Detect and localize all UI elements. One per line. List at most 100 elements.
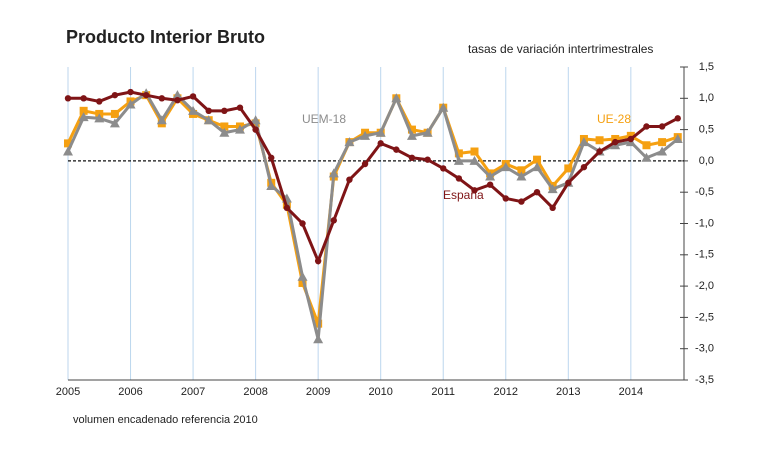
marker [393, 146, 400, 153]
series-line [66, 93, 679, 325]
series-line [66, 91, 679, 340]
marker [408, 154, 416, 161]
marker [314, 257, 322, 265]
marker [454, 149, 463, 158]
marker [94, 113, 105, 123]
marker [298, 278, 307, 287]
chart-note: volumen encadenado referencia 2010 [73, 414, 258, 426]
y-tick-label: 0,0 [699, 155, 714, 167]
marker [205, 107, 212, 115]
marker [672, 133, 683, 143]
marker [486, 181, 494, 188]
marker [549, 204, 556, 212]
marker [407, 125, 416, 134]
marker [360, 130, 371, 140]
marker [283, 204, 291, 212]
marker [391, 93, 402, 103]
marker [125, 99, 136, 109]
marker [533, 155, 542, 164]
marker [627, 135, 635, 143]
marker [78, 112, 89, 122]
y-tick-label: -1,0 [695, 217, 714, 229]
marker [595, 136, 604, 145]
marker [643, 123, 650, 130]
marker [297, 271, 308, 281]
y-tick-label: -2,0 [695, 280, 714, 292]
x-tick-label: 2005 [56, 386, 80, 398]
y-tick-label: -2,5 [695, 311, 714, 323]
x-tick-label: 2013 [556, 386, 580, 398]
marker [80, 95, 87, 102]
marker [565, 179, 572, 187]
y-tick-label: 0,5 [699, 124, 714, 136]
marker [578, 137, 589, 147]
marker [64, 139, 72, 148]
marker [658, 123, 666, 130]
series-line [68, 90, 679, 266]
marker [453, 155, 464, 165]
x-tick-label: 2014 [619, 386, 643, 398]
x-tick-label: 2007 [181, 386, 205, 398]
marker [252, 126, 259, 133]
marker [63, 146, 73, 156]
marker [596, 148, 603, 155]
marker [532, 162, 543, 172]
chart-subtitle: tasas de variación intertrimestrales [468, 42, 653, 56]
marker [219, 127, 230, 137]
marker [657, 146, 668, 156]
marker [188, 105, 199, 115]
marker [189, 93, 197, 100]
marker [642, 141, 651, 150]
marker [266, 180, 277, 190]
marker [674, 115, 681, 122]
marker [346, 176, 353, 183]
marker [268, 154, 275, 161]
marker [517, 166, 526, 175]
y-tick-label: 1,0 [699, 92, 714, 104]
series-label: UEM-18 [302, 112, 346, 126]
marker [236, 104, 244, 111]
marker [299, 220, 306, 227]
marker [438, 102, 449, 112]
series-label: UE-28 [597, 112, 631, 126]
y-tick-label: -3,5 [695, 374, 714, 386]
marker [533, 189, 541, 196]
y-tick-label: -3,0 [695, 343, 714, 355]
x-tick-label: 2008 [243, 386, 267, 398]
marker [64, 95, 72, 102]
marker [580, 163, 588, 171]
x-tick-label: 2009 [306, 386, 330, 398]
series-label: España [443, 188, 484, 202]
marker [110, 109, 119, 118]
marker [502, 195, 509, 202]
marker [330, 217, 337, 224]
y-tick-label: 1,5 [699, 61, 714, 73]
marker [564, 164, 573, 173]
marker [174, 96, 181, 104]
marker [516, 171, 527, 181]
marker [455, 175, 463, 182]
x-tick-label: 2012 [494, 386, 518, 398]
marker [220, 122, 229, 131]
marker [142, 91, 150, 99]
marker [612, 138, 619, 146]
marker [470, 147, 479, 156]
marker [111, 91, 119, 99]
marker [500, 162, 511, 172]
marker [406, 130, 417, 140]
marker [158, 95, 166, 102]
marker [440, 165, 447, 172]
marker [221, 107, 228, 115]
marker [485, 171, 496, 181]
marker [172, 90, 183, 100]
y-tick-label: -0,5 [695, 186, 714, 198]
marker [658, 138, 667, 147]
marker [424, 156, 431, 163]
marker [469, 155, 480, 165]
marker [79, 106, 88, 115]
marker [471, 187, 478, 194]
marker [518, 198, 525, 205]
marker [156, 115, 167, 125]
marker [328, 168, 339, 178]
